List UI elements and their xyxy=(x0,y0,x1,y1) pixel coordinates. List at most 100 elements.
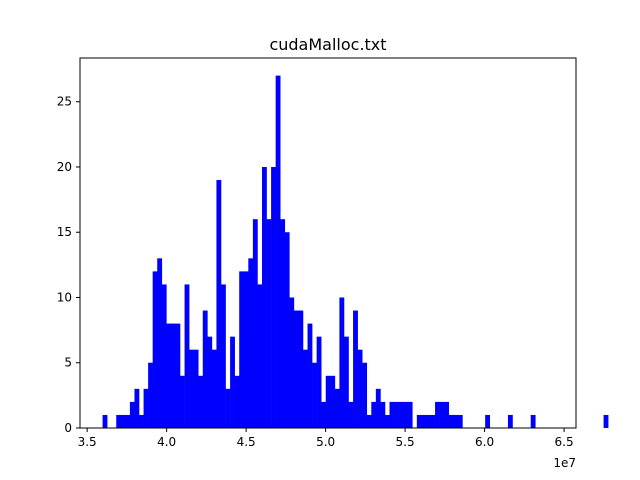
histogram-bar xyxy=(161,284,167,428)
x-tick-label: 4.5 xyxy=(237,435,256,449)
bars-group xyxy=(102,75,609,429)
histogram-bar xyxy=(316,336,322,428)
histogram-bar xyxy=(416,414,422,428)
y-tick-label: 15 xyxy=(57,225,72,239)
histogram-bar xyxy=(243,271,249,428)
histogram-bar xyxy=(330,375,336,428)
histogram-bar xyxy=(148,362,153,428)
histogram-bar xyxy=(453,414,459,428)
histogram-bar xyxy=(252,219,258,428)
y-tick-label: 25 xyxy=(57,95,72,109)
histogram-bar xyxy=(225,388,231,428)
histogram-bar xyxy=(248,258,254,428)
histogram-bar xyxy=(398,401,404,428)
histogram-bar xyxy=(353,310,358,428)
histogram-bar xyxy=(366,414,372,428)
histogram-bar xyxy=(184,284,190,428)
histogram-bar xyxy=(193,349,199,428)
histogram-bar xyxy=(448,414,454,428)
y-tick-label: 20 xyxy=(57,160,72,174)
x-tick-label: 6.0 xyxy=(475,435,494,449)
chart-title: cudaMalloc.txt xyxy=(269,35,386,54)
histogram-bar xyxy=(129,401,135,428)
x-tick-label: 5.0 xyxy=(316,435,335,449)
x-axis: 3.5 4.0 4.5 5.0 5.5 6.0 6.5 xyxy=(78,428,574,449)
histogram-bar xyxy=(407,401,413,428)
histogram-bar xyxy=(261,166,267,429)
histogram-bar xyxy=(425,414,431,428)
y-tick-label: 5 xyxy=(64,356,72,370)
histogram-bar xyxy=(266,219,272,428)
histogram-bar xyxy=(275,75,281,429)
histogram-bar xyxy=(307,323,313,428)
histogram-bar xyxy=(207,336,213,428)
histogram-bar xyxy=(384,414,390,428)
histogram-bar xyxy=(357,349,363,428)
y-tick-label: 0 xyxy=(64,421,72,435)
histogram-bar xyxy=(380,401,386,428)
histogram-bar xyxy=(371,401,377,428)
histogram-bar xyxy=(284,232,290,428)
histogram-bar xyxy=(102,414,108,428)
histogram-bar xyxy=(157,258,163,428)
histogram-bar xyxy=(430,414,436,428)
histogram-bar xyxy=(239,271,245,428)
histogram-bar xyxy=(507,414,513,428)
x-tick-label: 6.5 xyxy=(555,435,574,449)
histogram-bar xyxy=(216,180,222,428)
histogram-bar xyxy=(257,284,263,428)
histogram-bar xyxy=(293,310,299,428)
histogram-bar xyxy=(389,401,395,428)
histogram-bar xyxy=(321,401,327,428)
histogram-bar xyxy=(334,388,340,428)
histogram-bar xyxy=(339,297,345,428)
histogram-bar xyxy=(271,166,276,429)
histogram-bar xyxy=(180,375,185,428)
histogram-bar xyxy=(143,388,149,428)
y-tick-label: 10 xyxy=(57,290,72,304)
histogram-bar xyxy=(348,401,354,428)
histogram-bar xyxy=(603,414,609,428)
histogram-bar xyxy=(435,401,440,428)
histogram-bar xyxy=(403,401,409,428)
histogram-bar xyxy=(220,284,226,428)
x-offset-label: 1e7 xyxy=(553,456,576,470)
histogram-bar xyxy=(116,414,122,428)
y-axis: 0 5 10 15 20 25 xyxy=(57,95,80,435)
histogram-bar xyxy=(312,362,317,428)
histogram-bar xyxy=(439,401,445,428)
histogram-bar xyxy=(289,297,295,428)
histogram-bar xyxy=(189,349,194,428)
histogram-bar xyxy=(485,414,491,428)
histogram-bar xyxy=(362,362,368,428)
histogram-bar xyxy=(139,414,144,428)
histogram-bar xyxy=(394,401,399,428)
histogram-bar xyxy=(202,310,208,428)
histogram-bar xyxy=(325,375,331,428)
histogram-bar xyxy=(152,271,158,428)
histogram-bar xyxy=(298,310,304,428)
histogram-bar xyxy=(421,414,427,428)
histogram-bar xyxy=(170,323,176,428)
histogram-bar xyxy=(375,388,381,428)
histogram-bar xyxy=(530,414,536,428)
histogram-bar xyxy=(302,349,308,428)
histogram-bar xyxy=(198,375,204,428)
histogram-bar xyxy=(280,219,286,428)
histogram-bar xyxy=(134,388,140,428)
histogram-bar xyxy=(120,414,126,428)
histogram-bar xyxy=(175,323,181,428)
x-tick-label: 5.5 xyxy=(396,435,415,449)
histogram-bar xyxy=(230,336,235,428)
histogram-bar xyxy=(234,375,240,428)
histogram-bar xyxy=(457,414,463,428)
x-tick-label: 4.0 xyxy=(157,435,176,449)
x-tick-label: 3.5 xyxy=(78,435,97,449)
plot-frame xyxy=(79,57,577,429)
histogram-bar xyxy=(444,401,450,428)
histogram-bar xyxy=(166,323,172,428)
histogram-bar xyxy=(125,414,131,428)
histogram-bar xyxy=(211,349,217,428)
histogram-bar xyxy=(343,336,349,428)
